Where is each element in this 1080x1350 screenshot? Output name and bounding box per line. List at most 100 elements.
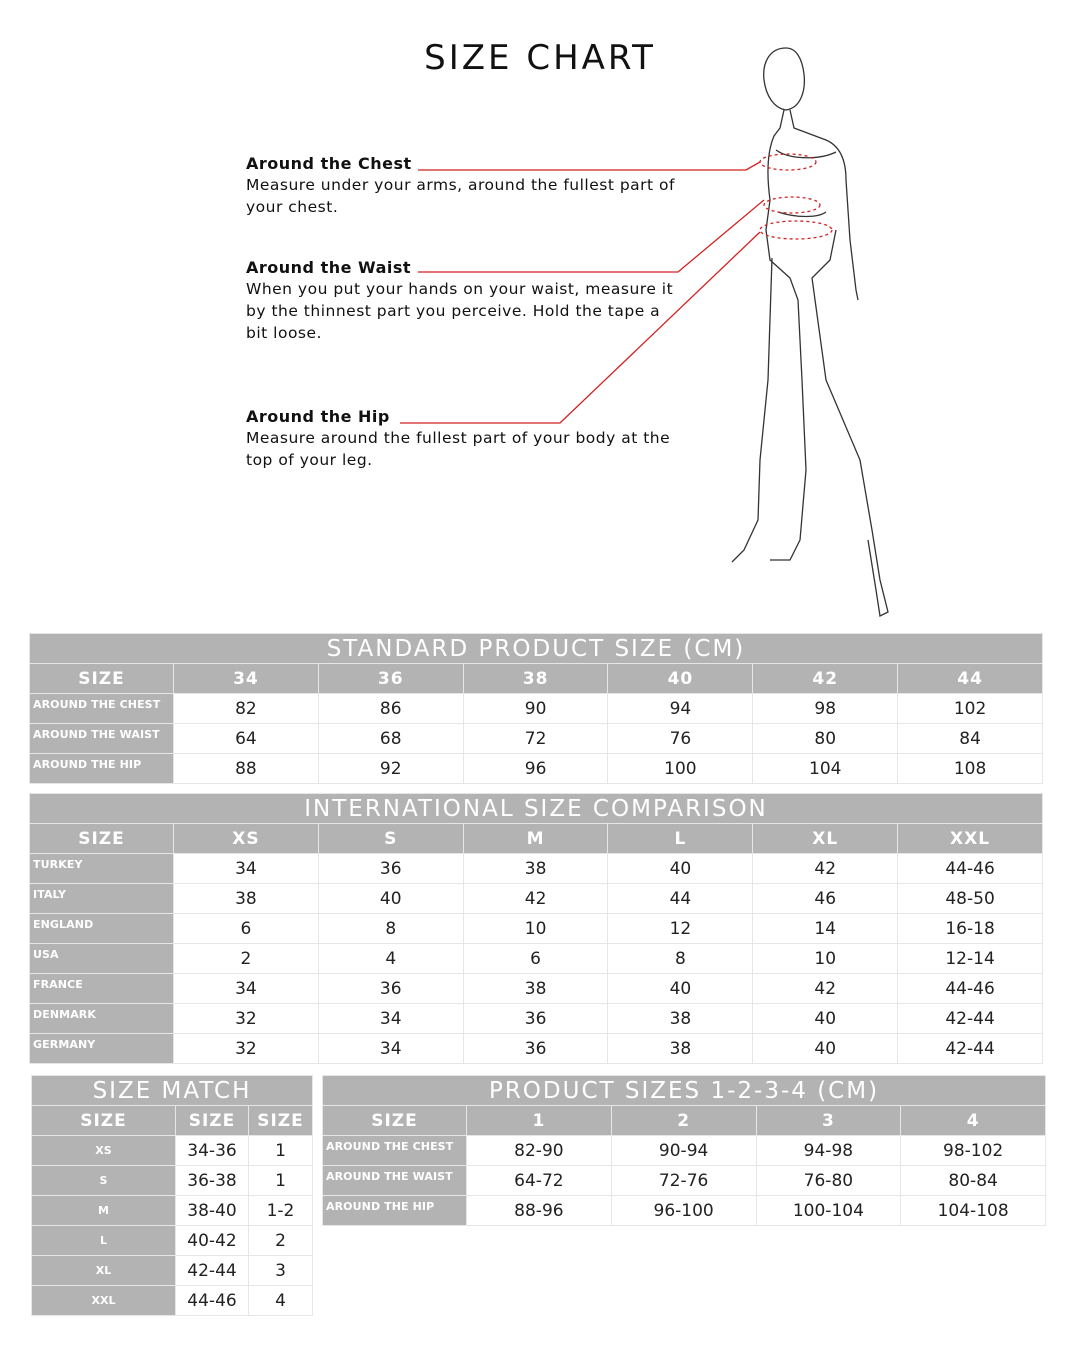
header-row: SIZE 1 2 3 4: [322, 1105, 1046, 1136]
table-row: FRANCE 34 36 38 40 42 44-46: [29, 973, 1043, 1004]
row-label: AROUND THE HIP: [29, 753, 174, 784]
annotation-hip: Around the Hip Measure around the fulles…: [246, 407, 676, 471]
column-header: SIZE: [322, 1105, 467, 1136]
table-cell: 96-100: [610, 1195, 757, 1226]
table-cell: 46: [752, 883, 899, 914]
table-cell: 80-84: [900, 1165, 1046, 1196]
column-header: SIZE: [248, 1105, 313, 1136]
table-cell: 40: [607, 973, 754, 1004]
table-cell: 44-46: [175, 1285, 249, 1316]
table-cell: 38: [173, 883, 319, 914]
table-cell: 10: [462, 913, 609, 944]
table-row: XXL 44-46 4: [31, 1285, 313, 1316]
row-label: S: [31, 1165, 176, 1196]
annotation-heading: Around the Hip: [246, 407, 392, 427]
column-header: XXL: [897, 823, 1043, 854]
table-row: AROUND THE HIP 88 92 96 100 104 108: [29, 753, 1043, 784]
annotation-text: Measure under your arms, around the full…: [246, 176, 675, 216]
table-cell: 8: [607, 943, 754, 974]
column-header: 40: [607, 663, 754, 694]
table-title: STANDARD PRODUCT SIZE (CM): [29, 633, 1043, 664]
table-title: INTERNATIONAL SIZE COMPARISON: [29, 793, 1043, 824]
table-cell: 94: [607, 693, 754, 724]
table-row: M 38-40 1-2: [31, 1195, 313, 1226]
table-cell: 108: [897, 753, 1043, 784]
table-row: TURKEY 34 36 38 40 42 44-46: [29, 853, 1043, 884]
table-cell: 84: [897, 723, 1043, 754]
table-cell: 34: [173, 853, 319, 884]
column-header: 38: [462, 663, 609, 694]
table-cell: 1-2: [248, 1195, 313, 1226]
annotation-text: Measure around the fullest part of your …: [246, 429, 671, 469]
table-row: AROUND THE HIP 88-96 96-100 100-104 104-108: [322, 1195, 1046, 1226]
table-cell: 2: [173, 943, 319, 974]
table-row: L 40-42 2: [31, 1225, 313, 1256]
row-label: L: [31, 1225, 176, 1256]
annotation-text: When you put your hands on your waist, m…: [246, 280, 674, 342]
column-header: 44: [897, 663, 1043, 694]
table-row: XS 34-36 1: [31, 1135, 313, 1166]
table-cell: 6: [462, 943, 609, 974]
table-row: AROUND THE WAIST 64-72 72-76 76-80 80-84: [322, 1165, 1046, 1196]
measurement-lines: [400, 153, 833, 424]
column-header: 42: [752, 663, 899, 694]
column-header: SIZE: [29, 663, 174, 694]
table-cell: 80: [752, 723, 899, 754]
annotation-waist: Around the Waist When you put your hands…: [246, 258, 676, 344]
table-cell: 38: [607, 1003, 754, 1034]
row-label: ENGLAND: [29, 913, 174, 944]
row-label: GERMANY: [29, 1033, 174, 1064]
column-header: SIZE: [31, 1105, 176, 1136]
table-row: AROUND THE WAIST 64 68 72 76 80 84: [29, 723, 1043, 754]
table-cell: 36: [317, 973, 464, 1004]
header-row: SIZE 34 36 38 40 42 44: [29, 663, 1043, 694]
column-header: 2: [610, 1105, 757, 1136]
table-cell: 34-36: [175, 1135, 249, 1166]
table-cell: 98: [752, 693, 899, 724]
column-header: 3: [755, 1105, 902, 1136]
table-cell: 92: [317, 753, 464, 784]
bottom-tables: SIZE MATCH SIZE SIZE SIZE XS 34-36 1 S 36-38 1 M 38…: [31, 1075, 1046, 1316]
table-cell: 40: [752, 1033, 899, 1064]
table-cell: 42: [462, 883, 609, 914]
column-header: L: [607, 823, 754, 854]
table-cell: 90-94: [610, 1135, 757, 1166]
table-cell: 36: [317, 853, 464, 884]
table-cell: 88-96: [466, 1195, 612, 1226]
table-cell: 34: [173, 973, 319, 1004]
table-cell: 12: [607, 913, 754, 944]
mannequin-outline: [731, 47, 889, 617]
mannequin-figure: [400, 47, 889, 617]
table-title: SIZE MATCH: [31, 1075, 313, 1106]
table-cell: 72: [462, 723, 609, 754]
header-row: SIZE XS S M L XL XXL: [29, 823, 1043, 854]
table-cell: 38: [607, 1033, 754, 1064]
table-cell: 40-42: [175, 1225, 249, 1256]
table-row: ENGLAND 6 8 10 12 14 16-18: [29, 913, 1043, 944]
table-cell: 64: [173, 723, 319, 754]
table-row: USA 2 4 6 8 10 12-14: [29, 943, 1043, 974]
table-row: XL 42-44 3: [31, 1255, 313, 1286]
table-cell: 94-98: [755, 1135, 902, 1166]
column-header: XL: [752, 823, 899, 854]
table-cell: 42-44: [897, 1003, 1043, 1034]
table-row: AROUND THE CHEST 82 86 90 94 98 102: [29, 693, 1043, 724]
table-cell: 42: [752, 853, 899, 884]
table-cell: 72-76: [610, 1165, 757, 1196]
row-label: XS: [31, 1135, 176, 1166]
table-cell: 42-44: [175, 1255, 249, 1286]
row-label: XXL: [31, 1285, 176, 1316]
header-row: SIZE SIZE SIZE: [31, 1105, 313, 1136]
table-cell: 98-102: [900, 1135, 1046, 1166]
table-cell: 64-72: [466, 1165, 612, 1196]
table-cell: 102: [897, 693, 1043, 724]
table-cell: 40: [317, 883, 464, 914]
table-row: S 36-38 1: [31, 1165, 313, 1196]
row-label: AROUND THE WAIST: [29, 723, 174, 754]
table-cell: 16-18: [897, 913, 1043, 944]
table-cell: 96: [462, 753, 609, 784]
column-header: 1: [466, 1105, 612, 1136]
size-match-table: SIZE MATCH SIZE SIZE SIZE XS 34-36 1 S 36-38 1 M 38…: [31, 1075, 313, 1316]
table-cell: 3: [248, 1255, 313, 1286]
